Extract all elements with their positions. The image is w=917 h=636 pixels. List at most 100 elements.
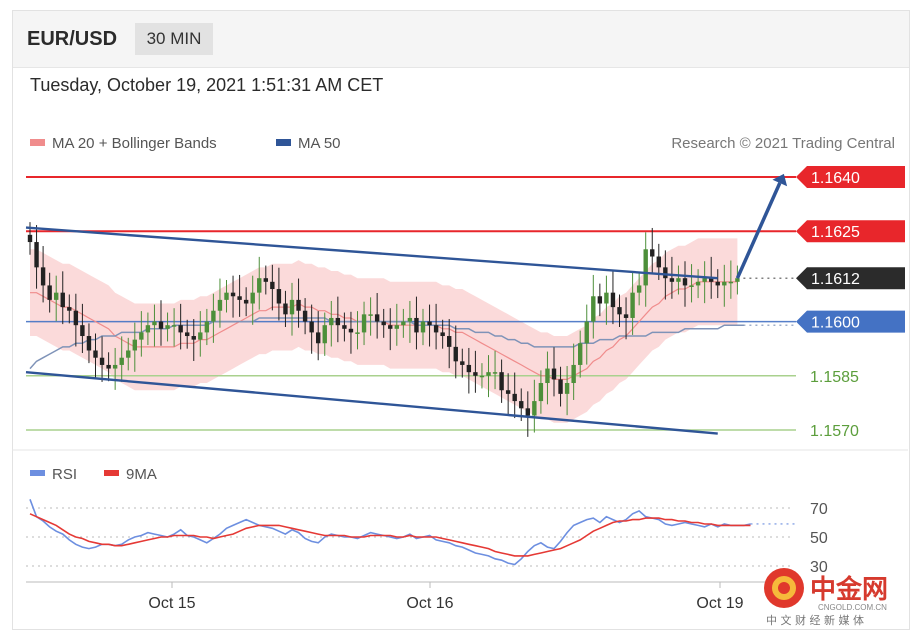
channel-line <box>25 370 718 435</box>
level-tag <box>796 310 905 333</box>
candle-body <box>466 364 472 373</box>
projection-arrow-shaft <box>735 182 782 279</box>
candle-body <box>217 299 223 311</box>
candle-body <box>525 408 530 416</box>
level-label: 1.1585 <box>810 369 859 386</box>
level-label: 1.1600 <box>811 315 860 332</box>
candle-body <box>479 375 485 378</box>
candle-body <box>486 372 491 376</box>
channel-line <box>25 226 718 280</box>
candle-body <box>669 278 675 282</box>
candle-body <box>361 314 367 333</box>
candle-body <box>283 303 288 315</box>
candle-body <box>512 393 517 402</box>
candle-body <box>682 278 688 286</box>
candle-body <box>335 317 341 326</box>
candle-body <box>420 321 426 333</box>
candle-body <box>695 281 701 286</box>
candle-body <box>676 278 681 282</box>
candle-body <box>257 278 262 293</box>
level-tag <box>796 166 905 188</box>
level-label: 1.1612 <box>811 271 860 288</box>
x-tick-label: Oct 19 <box>696 595 743 612</box>
candle-body <box>198 332 203 340</box>
candle-body <box>532 401 537 416</box>
candle-body <box>453 346 458 362</box>
candle-body <box>139 332 144 340</box>
candle-body <box>80 325 85 337</box>
candle-body <box>571 364 576 384</box>
rsi-line <box>29 499 751 566</box>
candle-body <box>86 336 92 351</box>
watermark-tagline: 中 文 财 经 新 媒 体 <box>766 613 864 627</box>
candle-body <box>597 296 603 304</box>
candle-body <box>492 372 498 374</box>
level-label: 1.1640 <box>811 170 860 187</box>
candle-body <box>211 310 216 322</box>
candle-body <box>342 325 347 329</box>
candle-body <box>270 281 275 290</box>
candle-body <box>243 299 249 304</box>
candle-body <box>564 383 570 394</box>
candle-body <box>34 242 39 268</box>
candle-body <box>623 314 629 318</box>
candle-body <box>126 350 131 358</box>
candle-body <box>650 249 655 257</box>
chart-header: EUR/USD 30 MIN <box>13 11 909 68</box>
candle-body <box>250 292 255 304</box>
candle-body <box>224 292 229 300</box>
rsi-legend-swatch <box>30 470 45 476</box>
symbol-title: EUR/USD <box>27 28 118 50</box>
rsi-legend-label: RSI <box>52 466 77 483</box>
candle-body <box>401 321 406 326</box>
candle-body <box>414 317 419 333</box>
candle-body <box>394 325 399 329</box>
candle-body <box>702 278 707 282</box>
candle-body <box>407 317 413 322</box>
candle-body <box>643 249 648 286</box>
candle-body <box>584 321 589 344</box>
rsi-legend-swatch <box>104 470 119 476</box>
x-axis: Oct 15 Oct 16 Oct 19 <box>26 581 796 612</box>
candle-body <box>106 364 111 369</box>
candle-body <box>99 357 105 365</box>
candle-body <box>112 364 118 369</box>
watermark-logo: 中金网 CNGOLD.COM.CN 中 文 财 经 新 媒 体 <box>764 568 888 627</box>
candle-body <box>316 332 321 344</box>
candle-body <box>440 332 445 337</box>
rsi-tick-label: 30 <box>810 559 828 576</box>
candle-body <box>204 321 210 333</box>
credit-text: Research © 2021 Trading Central <box>671 135 895 152</box>
candle-body <box>722 281 727 286</box>
x-tick-label: Oct 15 <box>148 595 195 612</box>
x-tick-label: Oct 16 <box>406 595 453 612</box>
candle-body <box>505 390 511 394</box>
candle-body <box>355 332 360 334</box>
candle-body <box>47 285 52 300</box>
candle-body <box>185 332 190 337</box>
candle-body <box>610 292 616 308</box>
candle-body <box>67 307 72 311</box>
rsi-legend-label: 9MA <box>126 466 157 483</box>
candle-body <box>322 325 327 344</box>
candle-body <box>165 325 170 329</box>
legend-label: MA 50 <box>298 135 341 152</box>
timeframe-button[interactable]: 30 MIN <box>135 23 213 55</box>
candle-body <box>630 292 635 318</box>
candle-body <box>60 292 65 308</box>
candle-body <box>519 401 524 409</box>
legend-swatch <box>30 139 45 146</box>
candle-body <box>296 299 301 311</box>
candle-body <box>158 321 164 329</box>
candle-body <box>735 278 740 282</box>
candle-body <box>263 278 268 282</box>
candle-body <box>73 310 79 326</box>
candle-body <box>40 267 46 286</box>
candle-body <box>558 379 563 394</box>
candle-body <box>551 368 557 380</box>
candle-body <box>388 325 393 329</box>
projection-arrow-head-icon <box>772 173 788 187</box>
candle-body <box>145 325 151 333</box>
watermark-brand: 中金网 <box>810 574 888 605</box>
